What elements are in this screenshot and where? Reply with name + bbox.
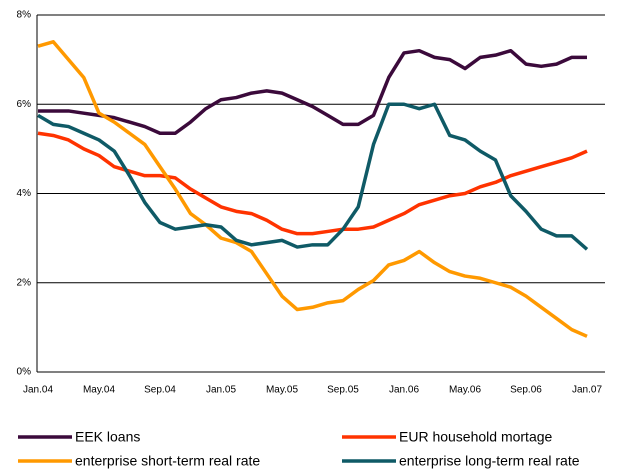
y-tick-label: 6% (17, 99, 32, 110)
y-tick-label: 2% (17, 277, 32, 288)
y-tick-label: 8% (17, 10, 32, 21)
x-tick-label: May.04 (83, 385, 115, 396)
x-tick-label: Jan.04 (23, 385, 53, 396)
line-series (38, 48, 587, 136)
x-tick-label: Sep.06 (510, 385, 542, 396)
y-tick-label: 0% (17, 367, 32, 378)
x-tick-label: Jan.06 (389, 385, 419, 396)
x-tick-label: Sep.05 (327, 385, 359, 396)
x-tick-label: Jan.07 (572, 385, 602, 396)
line-series (37, 102, 589, 251)
x-tick-label: May.06 (449, 385, 481, 396)
line-series (37, 40, 588, 338)
x-tick-label: Jan.05 (206, 385, 236, 396)
legend-label: enterprise short-term real rate (75, 453, 260, 469)
legend-label: EEK loans (75, 429, 140, 445)
x-tick-label: Sep.04 (144, 385, 176, 396)
legend-label: enterprise long-term real rate (399, 453, 580, 469)
legend-label: EUR household mortage (399, 429, 553, 445)
x-tick-label: May.05 (266, 385, 298, 396)
line-series (37, 131, 588, 236)
y-tick-label: 4% (17, 188, 32, 199)
